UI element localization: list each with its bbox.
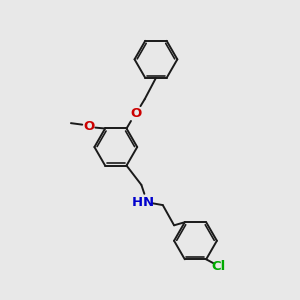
Text: Cl: Cl (212, 260, 226, 273)
Text: O: O (83, 120, 94, 133)
Text: N: N (143, 196, 154, 208)
Text: O: O (130, 107, 141, 120)
Text: H: H (132, 196, 143, 208)
